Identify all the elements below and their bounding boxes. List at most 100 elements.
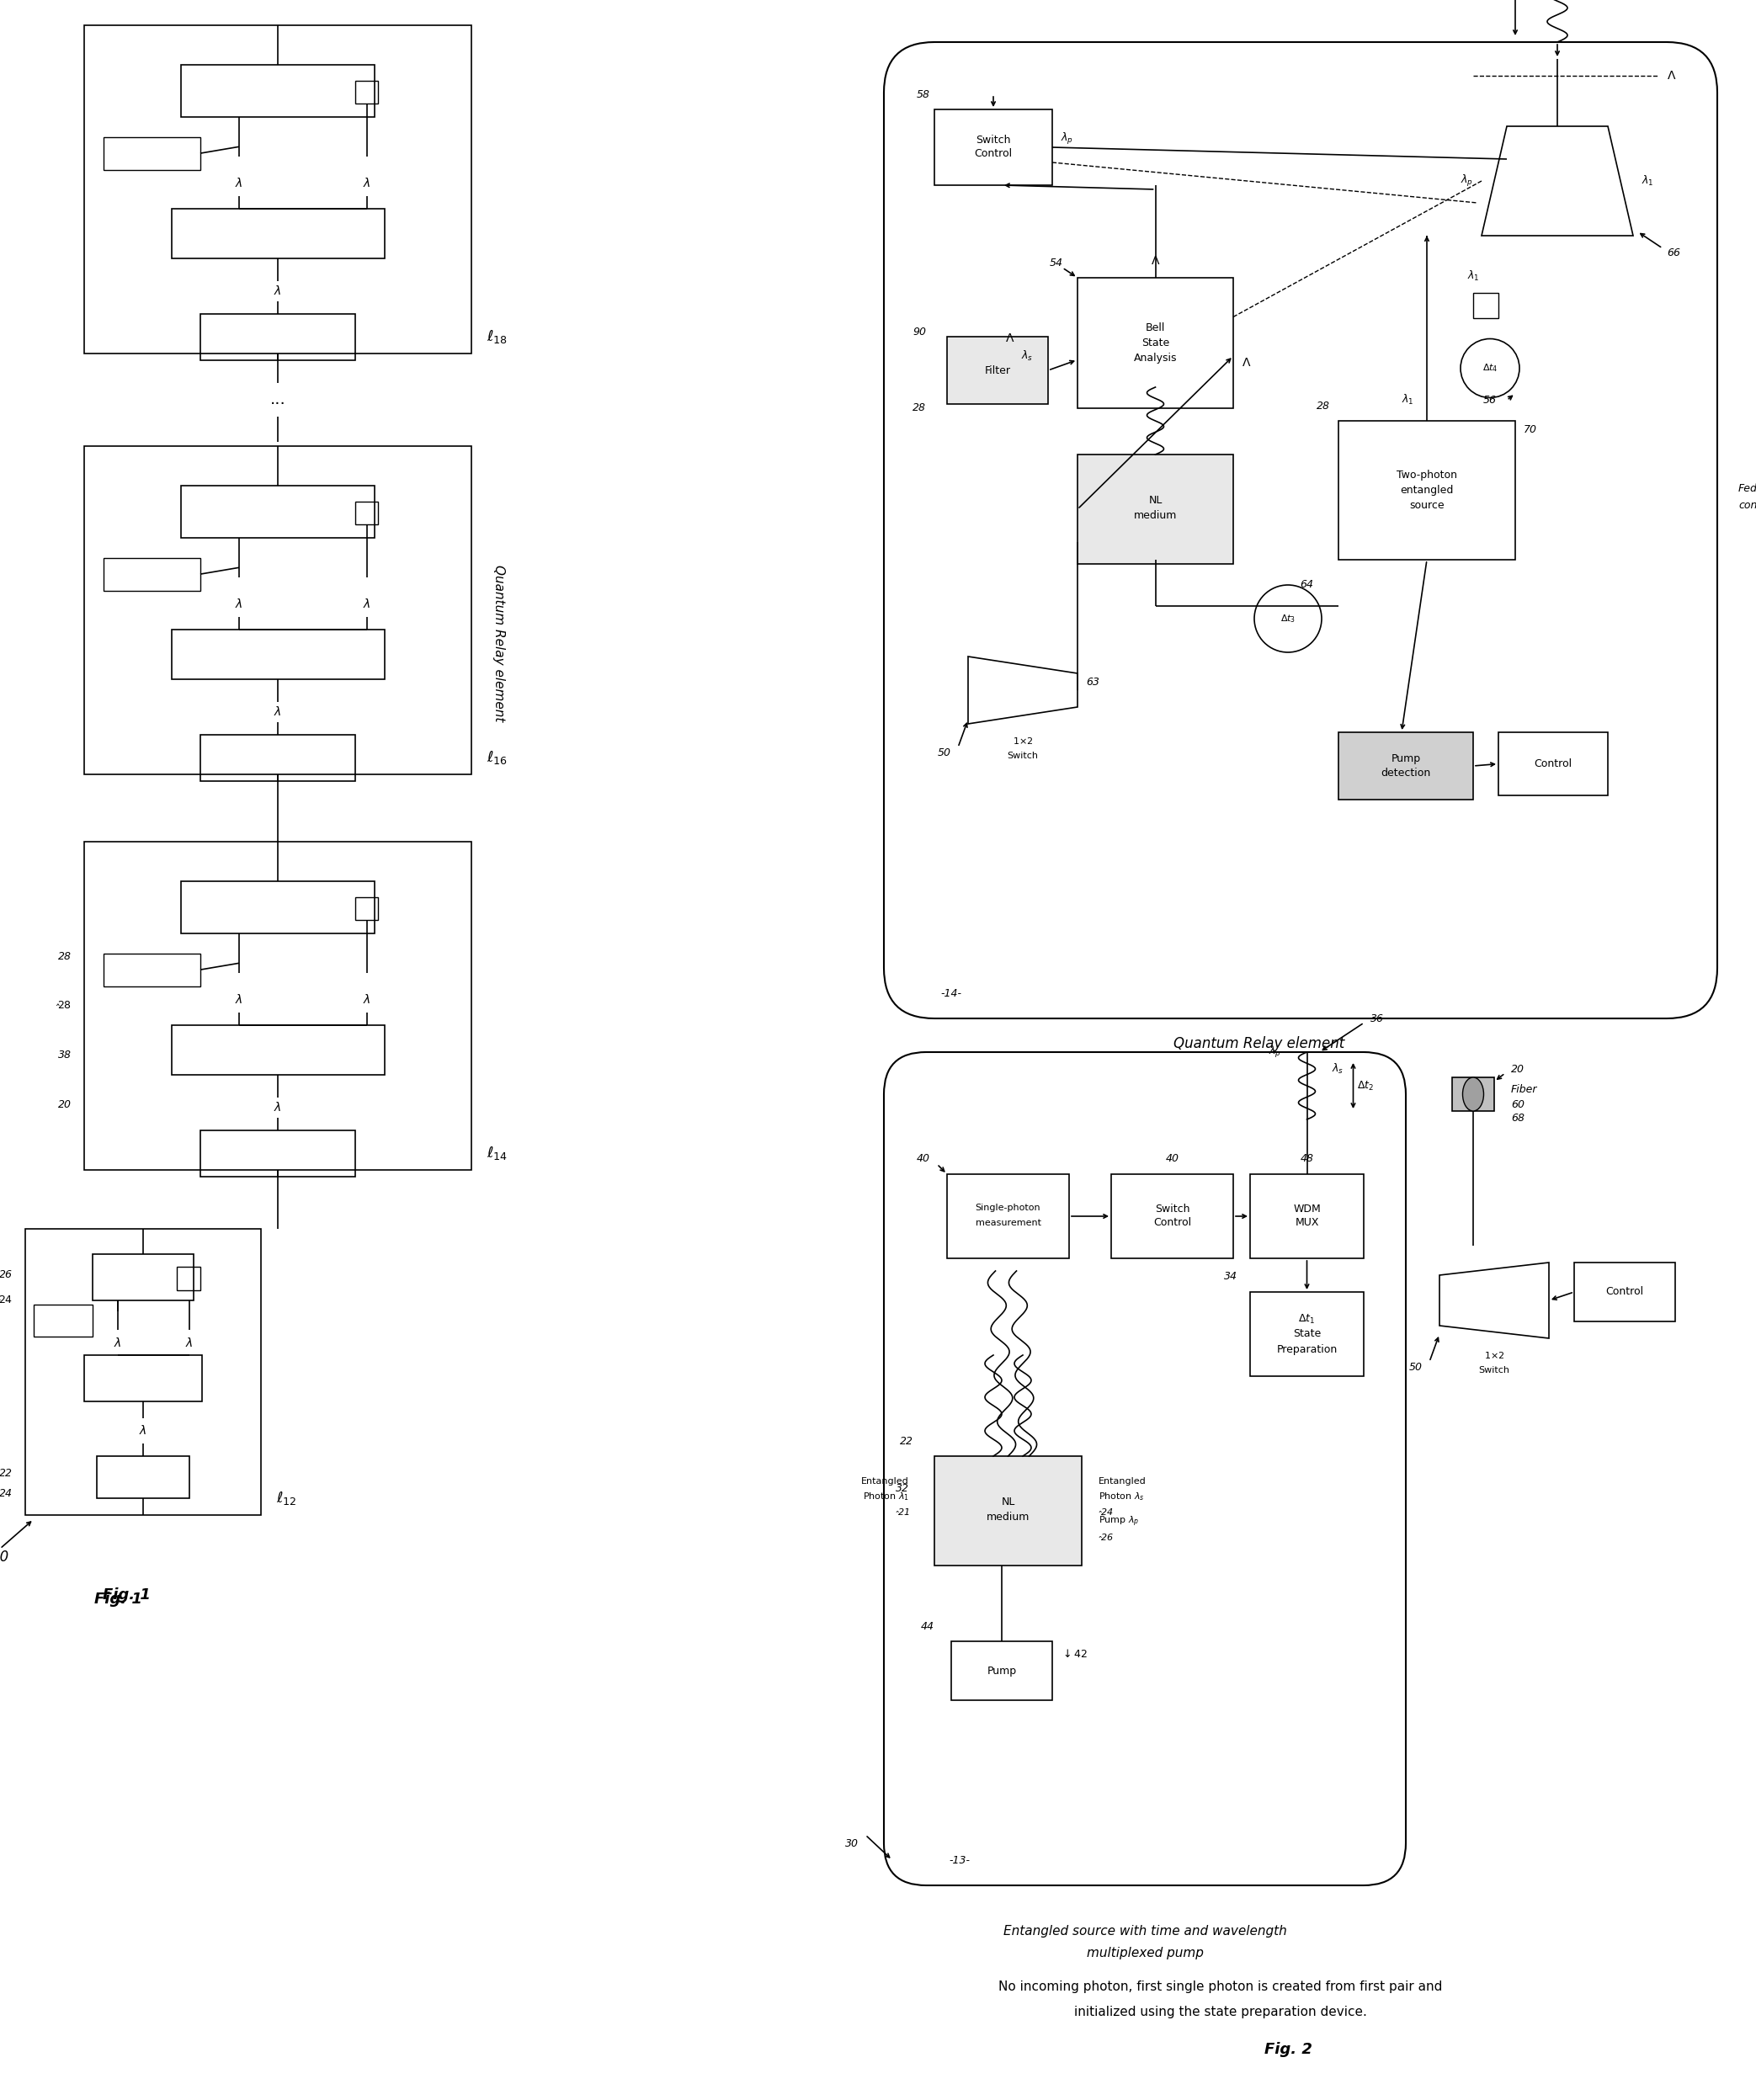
- Text: Two-photon: Two-photon: [1396, 470, 1457, 481]
- Bar: [181, 65, 374, 118]
- Text: Quantum Relay element: Quantum Relay element: [492, 565, 506, 722]
- Text: $\hat{}24$: $\hat{}24$: [0, 1296, 12, 1306]
- Text: $\lambda_1$: $\lambda_1$: [1466, 269, 1479, 281]
- Text: Fiber: Fiber: [1510, 1084, 1538, 1096]
- Bar: [172, 630, 385, 678]
- Text: 22: 22: [0, 1468, 12, 1478]
- Ellipse shape: [1463, 1077, 1484, 1111]
- Text: 32: 32: [896, 1483, 910, 1495]
- Polygon shape: [968, 657, 1078, 724]
- Text: Switch: Switch: [1155, 1203, 1189, 1216]
- Bar: [181, 882, 374, 934]
- Text: 28: 28: [1317, 401, 1329, 412]
- Bar: [84, 25, 471, 353]
- Text: 40: 40: [1166, 1153, 1178, 1166]
- Text: $\Delta t_2$: $\Delta t_2$: [1482, 0, 1498, 2]
- Text: 26: 26: [0, 1270, 12, 1281]
- Bar: [1250, 1174, 1364, 1258]
- Text: $\hat{}$26: $\hat{}$26: [1099, 1531, 1113, 1541]
- Text: $\hat{}28$: $\hat{}28$: [56, 1000, 72, 1012]
- Text: Switch: Switch: [976, 134, 1011, 147]
- Text: 50: 50: [938, 748, 952, 758]
- Text: $\ell_{14}$: $\ell_{14}$: [486, 1144, 507, 1161]
- Text: $\lambda_1$: $\lambda_1$: [1642, 174, 1654, 187]
- Text: control: control: [1738, 500, 1756, 510]
- Text: 28: 28: [913, 403, 925, 414]
- Text: -13-: -13-: [950, 1854, 969, 1865]
- Text: Control: Control: [1535, 758, 1572, 769]
- Text: Photon $\lambda_1$: Photon $\lambda_1$: [862, 1491, 910, 1501]
- Text: ...: ...: [270, 393, 286, 407]
- Text: 66: 66: [1666, 248, 1680, 258]
- Text: Control: Control: [1605, 1287, 1644, 1298]
- Text: medium: medium: [1134, 510, 1177, 521]
- Text: $\Lambda$: $\Lambda$: [1241, 357, 1252, 368]
- Text: 60: 60: [1510, 1098, 1524, 1109]
- Bar: [946, 1174, 1069, 1258]
- Bar: [172, 1025, 385, 1075]
- Text: $\lambda$: $\lambda$: [274, 1100, 281, 1113]
- Bar: [84, 842, 471, 1170]
- Text: 30: 30: [845, 1838, 859, 1848]
- Text: No incoming photon, first single photon is created from first pair and: No incoming photon, first single photon …: [999, 1980, 1443, 1993]
- Text: $\lambda_s$: $\lambda_s$: [1333, 1063, 1343, 1075]
- Text: $\lambda$: $\lambda$: [186, 1336, 193, 1348]
- Text: 68: 68: [1510, 1113, 1524, 1124]
- Bar: [177, 1266, 200, 1289]
- Bar: [934, 1455, 1082, 1564]
- Text: 48: 48: [1299, 1153, 1313, 1166]
- Text: $\ell_{18}$: $\ell_{18}$: [486, 328, 507, 344]
- Text: $\Delta t_3$: $\Delta t_3$: [1280, 613, 1296, 624]
- Text: 22: 22: [899, 1436, 913, 1447]
- Polygon shape: [1482, 126, 1633, 235]
- Text: 20: 20: [58, 1098, 72, 1109]
- Bar: [84, 445, 471, 775]
- Bar: [1573, 1262, 1675, 1321]
- Text: entangled: entangled: [1400, 485, 1454, 496]
- Text: medium: medium: [987, 1512, 1029, 1522]
- Bar: [1112, 1174, 1233, 1258]
- Text: $\lambda_1$: $\lambda_1$: [1401, 393, 1414, 407]
- Bar: [946, 336, 1048, 403]
- Text: $\lambda$: $\lambda$: [235, 993, 242, 1006]
- Text: 56: 56: [1484, 395, 1496, 405]
- Text: Single-photon: Single-photon: [975, 1203, 1041, 1212]
- Bar: [934, 109, 1052, 185]
- Text: $\lambda_p$: $\lambda_p$: [1270, 1044, 1282, 1060]
- Text: Fig. 1: Fig. 1: [102, 1588, 151, 1602]
- Text: 58: 58: [917, 88, 931, 99]
- Text: Control: Control: [975, 149, 1011, 160]
- Text: Pump: Pump: [1391, 754, 1421, 764]
- Text: Fig. 2: Fig. 2: [1264, 2041, 1312, 2058]
- Bar: [200, 315, 355, 359]
- Text: $\lambda$: $\lambda$: [363, 176, 371, 189]
- Text: $\lambda$: $\lambda$: [363, 596, 371, 609]
- Bar: [93, 1254, 193, 1300]
- Text: Entangled: Entangled: [1099, 1476, 1147, 1485]
- Text: WDM: WDM: [1292, 1203, 1321, 1216]
- Text: 70: 70: [1524, 424, 1536, 435]
- Text: Control: Control: [1154, 1218, 1191, 1228]
- Text: $\Delta t_1$: $\Delta t_1$: [1298, 1312, 1315, 1325]
- Text: $\lambda$: $\lambda$: [139, 1424, 148, 1436]
- Text: $\hat{}$24: $\hat{}$24: [1099, 1506, 1113, 1516]
- Bar: [200, 1130, 355, 1176]
- Bar: [200, 735, 355, 781]
- Text: $\Lambda$: $\Lambda$: [1666, 69, 1677, 82]
- Text: $\lambda$: $\lambda$: [235, 176, 242, 189]
- Text: Bell: Bell: [1145, 323, 1166, 334]
- Bar: [355, 80, 378, 103]
- Text: $\lambda_s$: $\lambda_s$: [1020, 349, 1033, 363]
- Bar: [25, 1228, 262, 1514]
- Text: $\hat{}$21: $\hat{}$21: [896, 1506, 910, 1516]
- Text: $\lambda_p$: $\lambda_p$: [1061, 132, 1073, 147]
- Text: Pump: Pump: [987, 1665, 1017, 1676]
- Text: $\lambda_p$: $\lambda_p$: [1461, 174, 1473, 189]
- Bar: [952, 1642, 1052, 1701]
- Text: 40: 40: [917, 1153, 931, 1166]
- Text: $\Lambda$: $\Lambda$: [1006, 334, 1015, 344]
- Text: Entangled: Entangled: [862, 1476, 910, 1485]
- Text: $\lambda$: $\lambda$: [274, 286, 281, 298]
- Bar: [172, 210, 385, 258]
- Bar: [97, 1455, 190, 1497]
